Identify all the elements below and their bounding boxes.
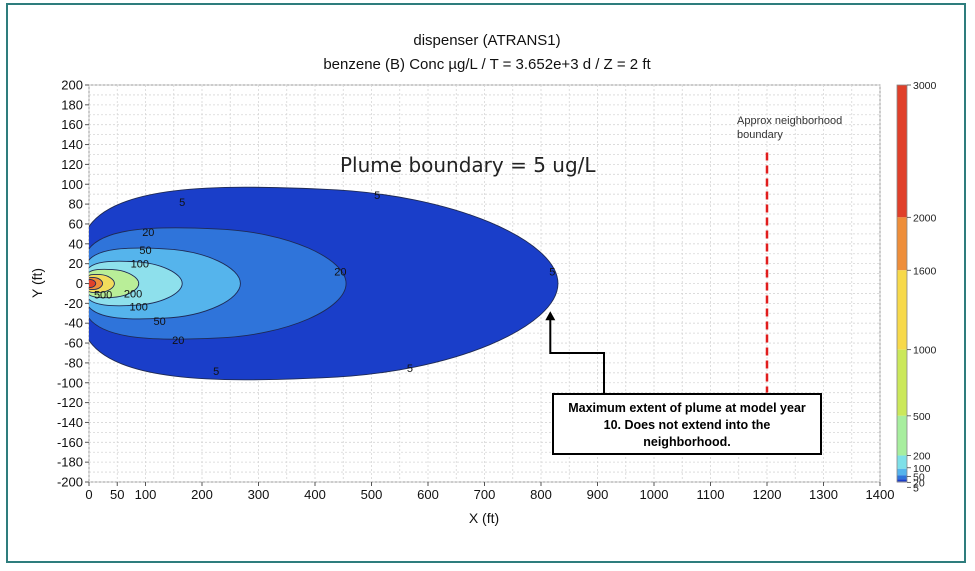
plume-contours [89,186,559,381]
contour-label: 20 [334,267,346,279]
contour-label: 200 [124,288,142,300]
x-tick-label: 300 [248,487,270,502]
x-tick-label: 1200 [753,487,782,502]
contour-label: 5 [374,190,380,202]
x-tick-label: 100 [135,487,157,502]
colorbar-band [897,349,907,416]
x-tick-label: 800 [530,487,552,502]
contour-label: 5 [179,197,185,209]
x-tick-label: 700 [474,487,496,502]
contour-label: 100 [130,301,148,313]
colorbar-label: 1600 [913,265,937,277]
y-axis-label: Y (ft) [29,268,45,298]
colorbar-band [897,479,907,482]
x-axis-label: X (ft) [469,510,499,526]
chart-subtitle: benzene (B) Conc µg/L / T = 3.652e+3 d /… [323,56,651,73]
colorbar-band [897,217,907,271]
y-tick-label: 80 [69,197,83,212]
colorbar-label: 5 [913,482,919,494]
max-extent-callout: Maximum extent of plume at model year 10… [552,393,822,455]
y-tick-label: -80 [64,355,83,370]
y-tick-label: 0 [76,276,83,291]
x-tick-label: 50 [110,487,124,502]
x-tick-label: 1000 [640,487,669,502]
y-tick-label: 100 [61,177,83,192]
x-tick-label: 0 [85,487,92,502]
x-tick-label: 600 [417,487,439,502]
plume-boundary-note: Plume boundary = 5 ug/L [340,153,596,177]
y-tick-label: 140 [61,137,83,152]
callout-arrowhead [545,311,556,321]
y-tick-label: -200 [57,475,83,490]
colorbar-band [897,415,907,456]
contour-label: 20 [142,227,154,239]
y-tick-label: 20 [69,256,83,271]
contour-label: 50 [154,316,166,328]
contour-label: 20 [172,335,184,347]
colorbar-label: 50 [913,471,925,483]
y-tick-label: -40 [64,316,83,331]
contour-label: 50 [139,245,151,257]
colorbar-band [897,85,907,218]
colorbar-outline [896,84,908,483]
y-tick-label: 40 [69,236,83,251]
x-tick-label: 1400 [866,487,895,502]
y-tick-label: -180 [57,455,83,470]
y-tick-label: -140 [57,415,83,430]
x-tick-label: 900 [587,487,609,502]
colorbar-label: 500 [913,411,931,423]
contour-label: 500 [94,289,112,301]
colorbar-band [897,475,907,480]
colorbar-label: 3000 [913,80,937,92]
neighborhood-label-line2: boundary [737,129,783,141]
neighborhood-boundary-label: Approx neighborhood boundary [737,114,842,142]
y-tick-label: 160 [61,117,83,132]
contour-label: 5 [549,267,555,279]
y-tick-label: -120 [57,395,83,410]
contour-label: 100 [131,259,149,271]
colorbar-label: 100 [913,463,931,475]
y-tick-label: 60 [69,216,83,231]
x-tick-label: 200 [191,487,213,502]
y-tick-label: -20 [64,296,83,311]
x-tick-label: 400 [304,487,326,502]
colorbar-label: 20 [913,477,925,489]
neighborhood-label-line1: Approx neighborhood [737,115,843,127]
colorbar-label: 1000 [913,345,937,357]
colorbar-band [897,455,907,469]
x-tick-label: 1100 [697,487,725,502]
y-tick-label: -100 [57,375,83,390]
colorbar-label: 200 [913,451,931,463]
contour-level-3000 [89,278,97,289]
y-tick-label: 120 [61,157,83,172]
colorbar-band [897,270,907,350]
y-tick-label: -60 [64,336,83,351]
chart-title: dispenser (ATRANS1) [413,32,560,49]
callout-arrow-line [549,319,605,393]
contour-label: 5 [213,366,219,378]
contour-label: 5 [407,363,413,375]
colorbar-label: 2000 [913,212,937,224]
y-tick-label: 180 [61,97,83,112]
x-tick-label: 1300 [809,487,838,502]
figure-frame [6,3,966,563]
x-tick-label: 500 [361,487,383,502]
colorbar-band [897,468,907,476]
y-tick-label: 200 [61,78,83,93]
y-tick-label: -160 [57,435,83,450]
